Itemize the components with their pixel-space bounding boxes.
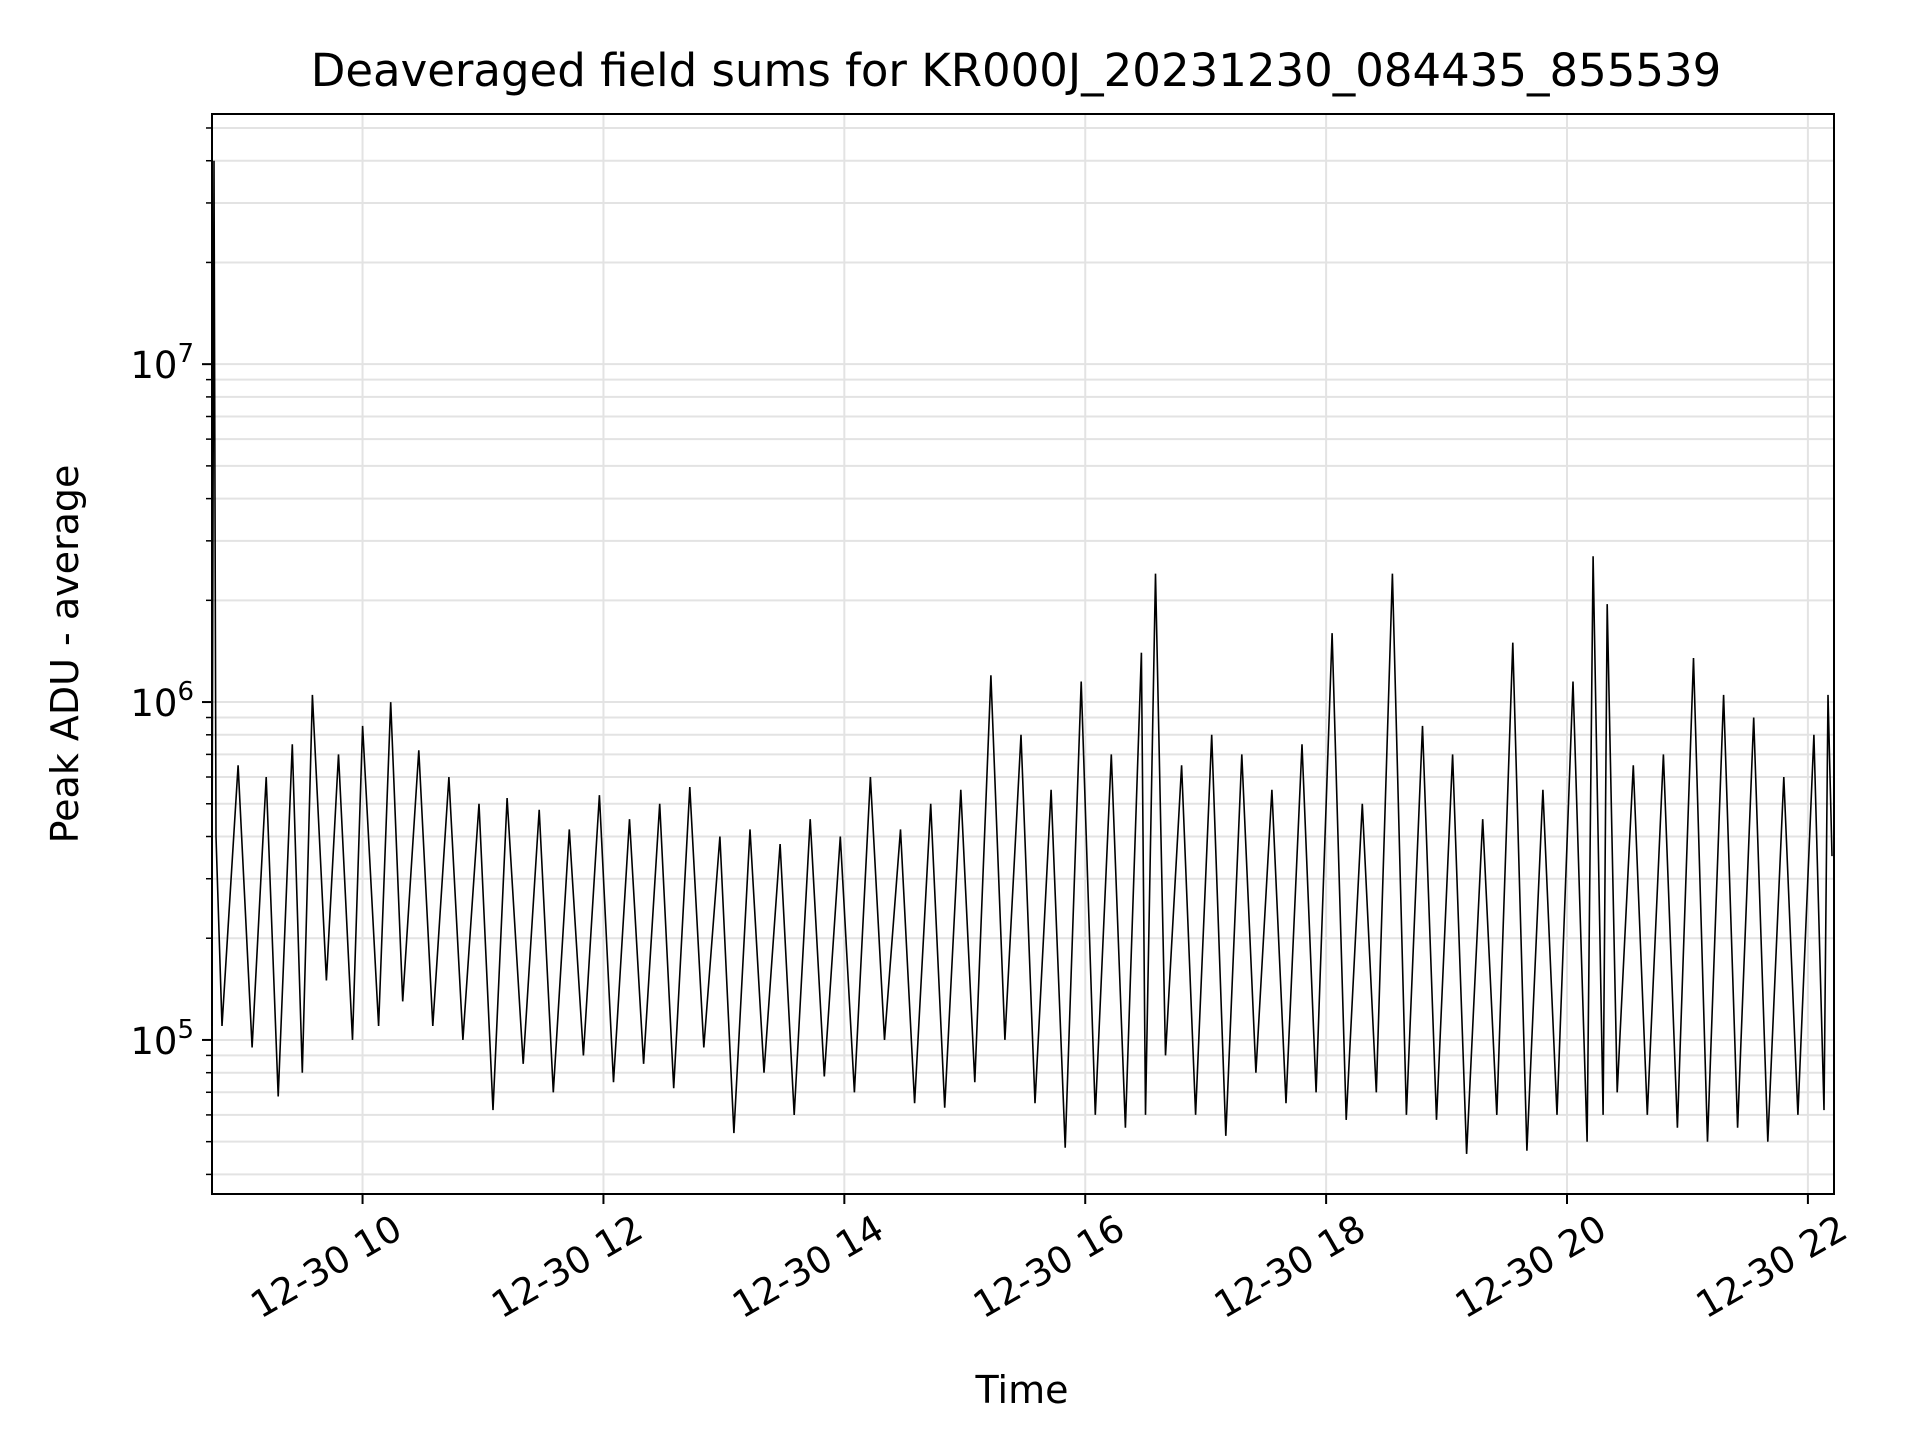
series-layer [211, 160, 1833, 1154]
x-axis-label: Time [975, 1368, 1069, 1412]
x-tick-label: 12-30 10 [243, 1207, 409, 1327]
series-line [211, 160, 1833, 1154]
chart-title: Deaveraged field sums for KR000J_2023123… [311, 44, 1722, 97]
y-tick-label: 107 [130, 339, 194, 387]
y-axis-label: Peak ADU - average [43, 465, 87, 844]
y-axis: 105 106 107 [130, 127, 212, 1176]
x-tick-label: 12-30 18 [1207, 1207, 1373, 1327]
grid [212, 114, 1834, 1194]
x-tick-label: 12-30 16 [966, 1207, 1132, 1327]
x-tick-label: 12-30 22 [1689, 1207, 1855, 1327]
y-tick-label: 106 [130, 677, 194, 725]
y-tick-label: 105 [130, 1015, 194, 1063]
x-tick-label: 12-30 14 [725, 1207, 891, 1327]
x-axis: 12-30 10 12-30 12 12-30 14 12-30 16 12-30 18… [243, 1194, 1854, 1327]
x-tick-label: 12-30 12 [484, 1207, 650, 1327]
plot-frame [211, 113, 1835, 1195]
x-tick-label: 12-30 20 [1448, 1207, 1614, 1327]
